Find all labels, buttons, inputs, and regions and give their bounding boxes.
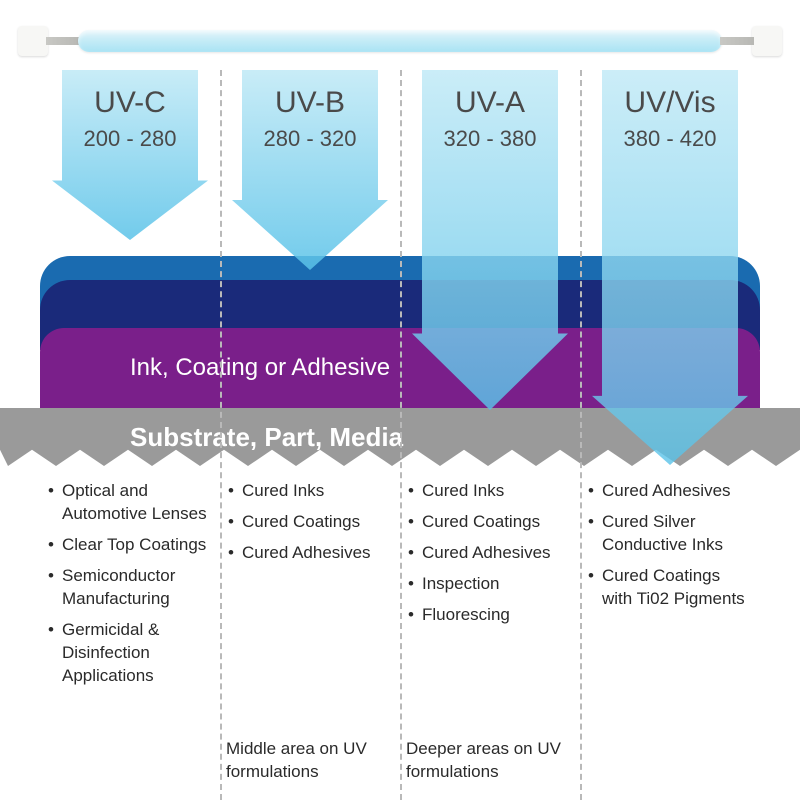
column-uvvis: UV/Vis 380 - 420 Cured Adhesives Cured S… — [580, 70, 760, 800]
footnote-uvb: Middle area on UV formulations — [226, 738, 394, 784]
list-item: Cured Coatings — [226, 511, 394, 534]
arrow-uvc: UV-C 200 - 280 — [52, 70, 208, 240]
arrow-uvvis: UV/Vis 380 - 420 — [592, 70, 748, 465]
arrow-label-uvc: UV-C 200 - 280 — [52, 86, 208, 152]
lamp-end-left — [18, 20, 78, 62]
list-item: Cured Inks — [226, 480, 394, 503]
arrow-uva: UV-A 320 - 380 — [412, 70, 568, 410]
uv-band-title: UV-B — [232, 86, 388, 120]
list-item: Clear Top Coatings — [46, 534, 214, 557]
uv-band-title: UV/Vis — [592, 86, 748, 120]
lamp-wire-icon — [720, 37, 754, 45]
list-item: Cured Coatings with Ti02 Pigments — [586, 565, 754, 611]
arrow-uvb: UV-B 280 - 320 — [232, 70, 388, 270]
list-item: Fluorescing — [406, 604, 574, 627]
uv-band-range: 200 - 280 — [52, 126, 208, 152]
column-uvc: UV-C 200 - 280 Optical and Automotive Le… — [40, 70, 220, 800]
lamp-cap-icon — [18, 26, 48, 56]
bullets-uvvis: Cured Adhesives Cured Silver Conductive … — [586, 480, 754, 619]
uv-lamp — [18, 16, 782, 66]
uv-band-title: UV-C — [52, 86, 208, 120]
list-item: Cured Inks — [406, 480, 574, 503]
list-item: Cured Adhesives — [226, 542, 394, 565]
bullets-uva: Cured Inks Cured Coatings Cured Adhesive… — [406, 480, 574, 635]
list-item: Germicidal & Disinfection Applications — [46, 619, 214, 688]
list-item: Cured Coatings — [406, 511, 574, 534]
uv-band-range: 280 - 320 — [232, 126, 388, 152]
list-item: Cured Silver Conductive Inks — [586, 511, 754, 557]
bullets-uvb: Cured Inks Cured Coatings Cured Adhesive… — [226, 480, 394, 573]
list-item: Inspection — [406, 573, 574, 596]
uv-band-title: UV-A — [412, 86, 568, 120]
uv-band-range: 320 - 380 — [412, 126, 568, 152]
uv-band-range: 380 - 420 — [592, 126, 748, 152]
list-item: Cured Adhesives — [586, 480, 754, 503]
arrow-label-uvb: UV-B 280 - 320 — [232, 86, 388, 152]
list-item: Cured Adhesives — [406, 542, 574, 565]
footnote-uva: Deeper areas on UV formulations — [406, 738, 574, 784]
uv-columns: UV-C 200 - 280 Optical and Automotive Le… — [40, 70, 760, 800]
bullets-uvc: Optical and Automotive Lenses Clear Top … — [46, 480, 214, 696]
list-item: Semiconductor Manufacturing — [46, 565, 214, 611]
list-item: Optical and Automotive Lenses — [46, 480, 214, 526]
lamp-tube — [78, 30, 722, 52]
arrow-label-uva: UV-A 320 - 380 — [412, 86, 568, 152]
lamp-end-right — [722, 20, 782, 62]
arrow-label-uvvis: UV/Vis 380 - 420 — [592, 86, 748, 152]
lamp-wire-icon — [46, 37, 80, 45]
lamp-cap-icon — [752, 26, 782, 56]
column-uvb: UV-B 280 - 320 Cured Inks Cured Coatings… — [220, 70, 400, 800]
column-uva: UV-A 320 - 380 Cured Inks Cured Coatings… — [400, 70, 580, 800]
